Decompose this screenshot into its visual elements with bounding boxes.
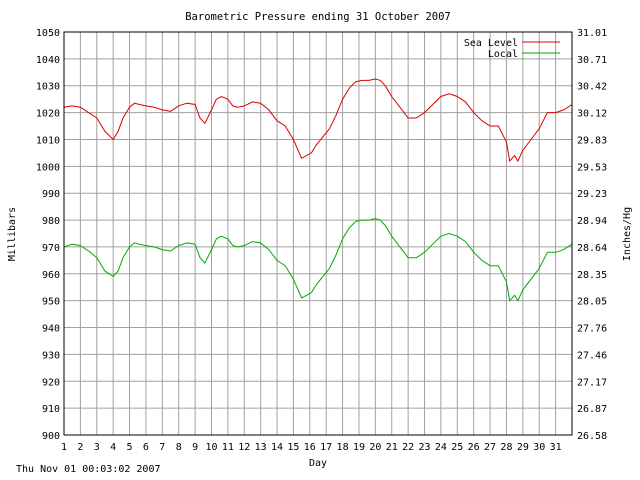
y2-tick-label: 27.17 <box>577 377 607 388</box>
x-tick-label: 2 <box>77 442 83 453</box>
y2-tick-label: 26.58 <box>577 431 607 442</box>
y-tick-label: 1030 <box>36 82 60 93</box>
grid-lines <box>64 32 572 435</box>
x-tick-label: 26 <box>468 442 480 453</box>
x-tick-label: 19 <box>353 442 365 453</box>
y-tick-label: 970 <box>42 243 60 254</box>
y-tick-label: 990 <box>42 189 60 200</box>
x-tick-label: 12 <box>238 442 250 453</box>
x-tick-label: 28 <box>500 442 512 453</box>
x-tick-label: 16 <box>304 442 316 453</box>
y-axis-label: Millibars <box>7 207 18 261</box>
x-tick-label: 31 <box>550 442 562 453</box>
x-tick-label: 22 <box>402 442 414 453</box>
y2-tick-label: 26.87 <box>577 404 607 415</box>
y-tick-label: 1050 <box>36 28 60 39</box>
y-tick-label: 930 <box>42 350 60 361</box>
x-tick-label: 11 <box>222 442 234 453</box>
x-axis-label: Day <box>309 458 327 469</box>
series-line-sea-level <box>63 78 573 163</box>
y2-tick-label: 28.05 <box>577 297 607 308</box>
x-tick-label: 17 <box>320 442 332 453</box>
x-tick-label: 24 <box>435 442 447 453</box>
y-tick-label: 1040 <box>36 55 60 66</box>
x-tick-label: 21 <box>386 442 398 453</box>
x-tick-label: 8 <box>176 442 182 453</box>
plot-area <box>64 32 572 435</box>
y2-tick-label: 30.42 <box>577 82 607 93</box>
x-tick-label: 14 <box>271 442 283 453</box>
y-tick-label: 1020 <box>36 109 60 120</box>
x-tick-label: 23 <box>418 442 430 453</box>
y2-tick-label: 28.35 <box>577 270 607 281</box>
y2-tick-label: 29.83 <box>577 135 607 146</box>
x-tick-label: 27 <box>484 442 496 453</box>
y-tick-label: 910 <box>42 404 60 415</box>
y-tick-label: 1010 <box>36 135 60 146</box>
x-tick-label: 6 <box>143 442 149 453</box>
x-tick-label: 20 <box>369 442 381 453</box>
y2-tick-label: 28.64 <box>577 243 607 254</box>
x-tick-label: 18 <box>337 442 349 453</box>
legend-label-local: Local <box>488 49 518 60</box>
x-tick-label: 9 <box>192 442 198 453</box>
y2-tick-label: 30.71 <box>577 55 607 66</box>
y-tick-label: 950 <box>42 297 60 308</box>
x-tick-label: 15 <box>287 442 299 453</box>
x-tick-label: 25 <box>451 442 463 453</box>
x-tick-label: 10 <box>205 442 217 453</box>
series-line-local <box>63 218 573 302</box>
x-tick-label: 13 <box>255 442 267 453</box>
timestamp-footer: Thu Nov 01 00:03:02 2007 <box>16 464 161 475</box>
y2-tick-label: 29.53 <box>577 162 607 173</box>
x-tick-label: 3 <box>94 442 100 453</box>
y-tick-label: 900 <box>42 431 60 442</box>
x-tick-label: 7 <box>159 442 165 453</box>
y-tick-label: 1000 <box>36 162 60 173</box>
x-tick-label: 1 <box>61 442 67 453</box>
legend-label-sea-level: Sea Level <box>464 38 518 49</box>
y2-tick-label: 28.94 <box>577 216 607 227</box>
chart-title: Barometric Pressure ending 31 October 20… <box>185 11 451 23</box>
y2-tick-label: 29.23 <box>577 189 607 200</box>
legend: Sea Level Local <box>464 38 560 60</box>
x-tick-label: 29 <box>517 442 529 453</box>
y2-tick-label: 27.76 <box>577 324 607 335</box>
x-tick-label: 30 <box>533 442 545 453</box>
axis-ticks: 1 2 3 4 5 6 7 8 9 10 11 12 13 14 15 16 17 18 19 20 21 22 23 24 2… <box>36 28 607 453</box>
x-tick-label: 4 <box>110 442 116 453</box>
series-lines <box>63 78 573 302</box>
y-tick-label: 920 <box>42 377 60 388</box>
y-tick-label: 960 <box>42 270 60 281</box>
y2-axis-label: Inches/Hg <box>622 207 633 261</box>
plot-frame <box>63 31 573 436</box>
y2-tick-label: 27.46 <box>577 350 607 361</box>
y2-tick-label: 31.01 <box>577 28 607 39</box>
y-tick-label: 940 <box>42 324 60 335</box>
x-tick-label: 5 <box>127 442 133 453</box>
y2-tick-label: 30.12 <box>577 109 607 120</box>
y-tick-label: 980 <box>42 216 60 227</box>
